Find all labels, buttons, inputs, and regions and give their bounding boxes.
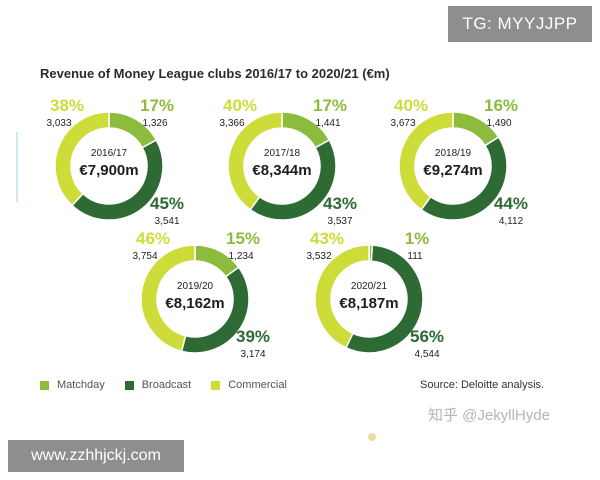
donut-slice-broadcast [345, 244, 424, 354]
donut-slice-commercial [54, 111, 110, 207]
source-note: Source: Deloitte analysis. [420, 379, 545, 391]
tg-watermark: TG: MYYJJPP [448, 6, 592, 42]
matchday-percent-label: 16% [484, 96, 518, 115]
broadcast-percent-label: 44% [494, 194, 528, 213]
donut-season-label: 2016/17 [91, 148, 128, 159]
donut-slice-commercial [140, 244, 196, 353]
legend-label-matchday: Matchday [57, 379, 105, 391]
url-watermark: www.zzhhjckj.com [8, 440, 184, 472]
donut-season-label: 2020/21 [351, 281, 388, 292]
matchday-value-label: 1,490 [486, 118, 511, 129]
chart-title: Revenue of Money League clubs 2016/17 to… [40, 66, 390, 81]
commercial-value-label: 3,673 [390, 118, 415, 129]
broadcast-value-label: 3,174 [240, 349, 265, 360]
legend-label-broadcast: Broadcast [141, 379, 192, 391]
commercial-value-label: 3,754 [132, 251, 157, 262]
decorative-dot [368, 433, 376, 441]
donut-total-label: €8,162m [165, 295, 224, 312]
matchday-value-label: 111 [407, 251, 423, 262]
legend-swatch-broadcast [124, 380, 134, 390]
commercial-percent-label: 40% [394, 96, 428, 115]
commercial-value-label: 3,033 [46, 118, 71, 129]
matchday-percent-label: 1% [405, 229, 430, 248]
donut-slice-commercial [314, 244, 370, 349]
zhihu-watermark: 知乎 @JekyllHyde [428, 407, 550, 424]
broadcast-value-label: 3,537 [327, 216, 352, 227]
legend-swatch-commercial [211, 380, 221, 390]
broadcast-percent-label: 39% [236, 327, 270, 346]
matchday-percent-label: 17% [313, 96, 347, 115]
donut-total-label: €7,900m [79, 162, 138, 179]
legend-label-commercial: Commercial [228, 379, 287, 391]
broadcast-percent-label: 56% [410, 327, 444, 346]
commercial-percent-label: 38% [50, 96, 84, 115]
decorative-side-mark [16, 132, 18, 202]
donut-slice-commercial [398, 111, 454, 211]
donut-total-label: €9,274m [423, 162, 482, 179]
broadcast-percent-label: 43% [323, 194, 357, 213]
commercial-percent-label: 40% [223, 96, 257, 115]
legend-item-matchday: Matchday [40, 379, 105, 391]
matchday-percent-label: 15% [226, 229, 260, 248]
commercial-percent-label: 43% [310, 229, 344, 248]
matchday-value-label: 1,234 [228, 251, 253, 262]
legend-item-broadcast: Broadcast [124, 379, 192, 391]
broadcast-value-label: 3,541 [154, 216, 179, 227]
legend-swatch-matchday [40, 380, 49, 390]
matchday-value-label: 1,441 [315, 118, 340, 129]
matchday-percent-label: 17% [140, 96, 174, 115]
donut-total-label: €8,187m [339, 295, 398, 312]
broadcast-value-label: 4,112 [499, 216, 524, 227]
legend: Matchday Broadcast Commercial [40, 379, 287, 391]
donut-season-label: 2018/19 [435, 148, 472, 159]
broadcast-percent-label: 45% [150, 194, 184, 213]
commercial-value-label: 3,532 [306, 251, 331, 262]
matchday-value-label: 1,326 [142, 118, 167, 129]
donut-slice-commercial [227, 111, 283, 211]
donut-season-label: 2017/18 [264, 148, 301, 159]
legend-item-commercial: Commercial [211, 379, 287, 391]
donut-total-label: €8,344m [252, 162, 311, 179]
broadcast-value-label: 4,544 [414, 349, 439, 360]
donut-season-label: 2019/20 [177, 281, 214, 292]
commercial-value-label: 3,366 [219, 118, 244, 129]
commercial-percent-label: 46% [136, 229, 170, 248]
